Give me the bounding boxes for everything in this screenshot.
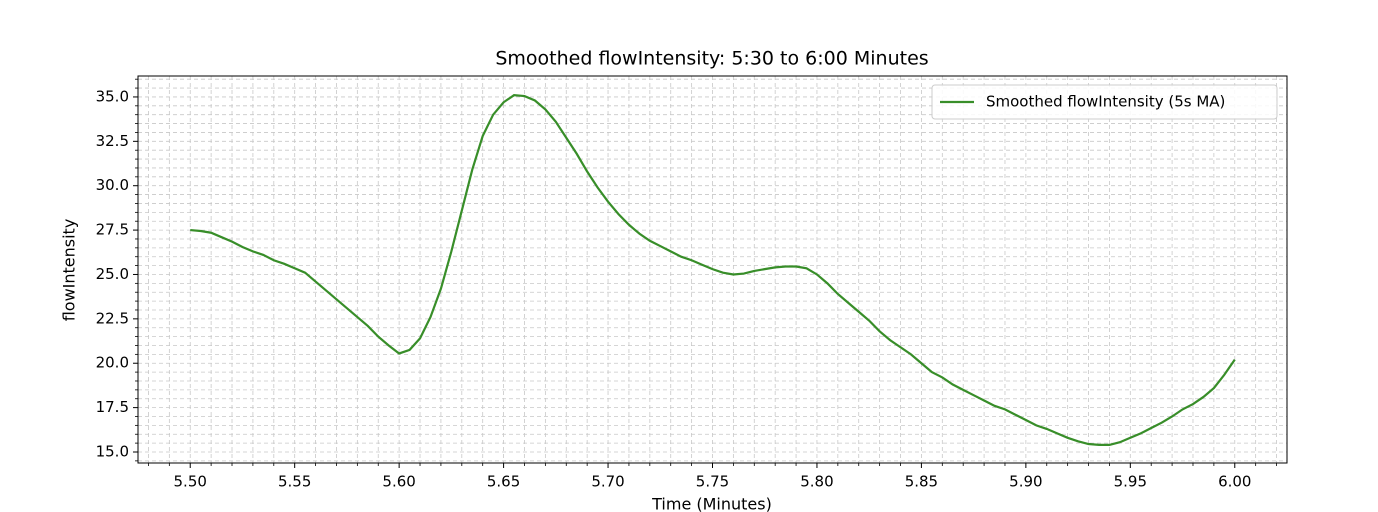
y-tick-label: 17.5 [96, 398, 129, 416]
axes-frame [137, 75, 1288, 464]
x-tick-label: 6.00 [1218, 473, 1251, 491]
y-tick-label: 15.0 [96, 442, 129, 460]
y-tick-label: 35.0 [96, 87, 129, 105]
x-axis-label: Time (Minutes) [651, 495, 772, 512]
y-tick-label: 30.0 [96, 176, 129, 194]
y-tick-label: 32.5 [96, 132, 129, 150]
chart-title: Smoothed flowIntensity: 5:30 to 6:00 Min… [495, 48, 928, 70]
x-tick-label: 5.90 [1009, 473, 1042, 491]
line-series [190, 94, 1236, 446]
y-axis-label: flowIntensity [60, 219, 79, 322]
x-tick-label: 5.60 [382, 473, 415, 491]
x-tick-label: 5.75 [696, 473, 729, 491]
x-tick-label: 5.95 [1114, 473, 1147, 491]
y-tick-label: 20.0 [96, 354, 129, 372]
y-tick-label: 25.0 [96, 265, 129, 283]
y-tick-label: 27.5 [96, 221, 129, 239]
x-tick-label: 5.85 [905, 473, 938, 491]
x-tick-label: 5.55 [278, 473, 311, 491]
y-tick-label: 22.5 [96, 309, 129, 327]
legend-label: Smoothed flowIntensity (5s MA) [986, 93, 1225, 111]
x-tick-label: 5.50 [174, 473, 207, 491]
x-tick-label: 5.65 [487, 473, 520, 491]
legend-box [931, 84, 1278, 120]
x-tick-label: 5.80 [800, 473, 833, 491]
x-tick-label: 5.70 [591, 473, 624, 491]
